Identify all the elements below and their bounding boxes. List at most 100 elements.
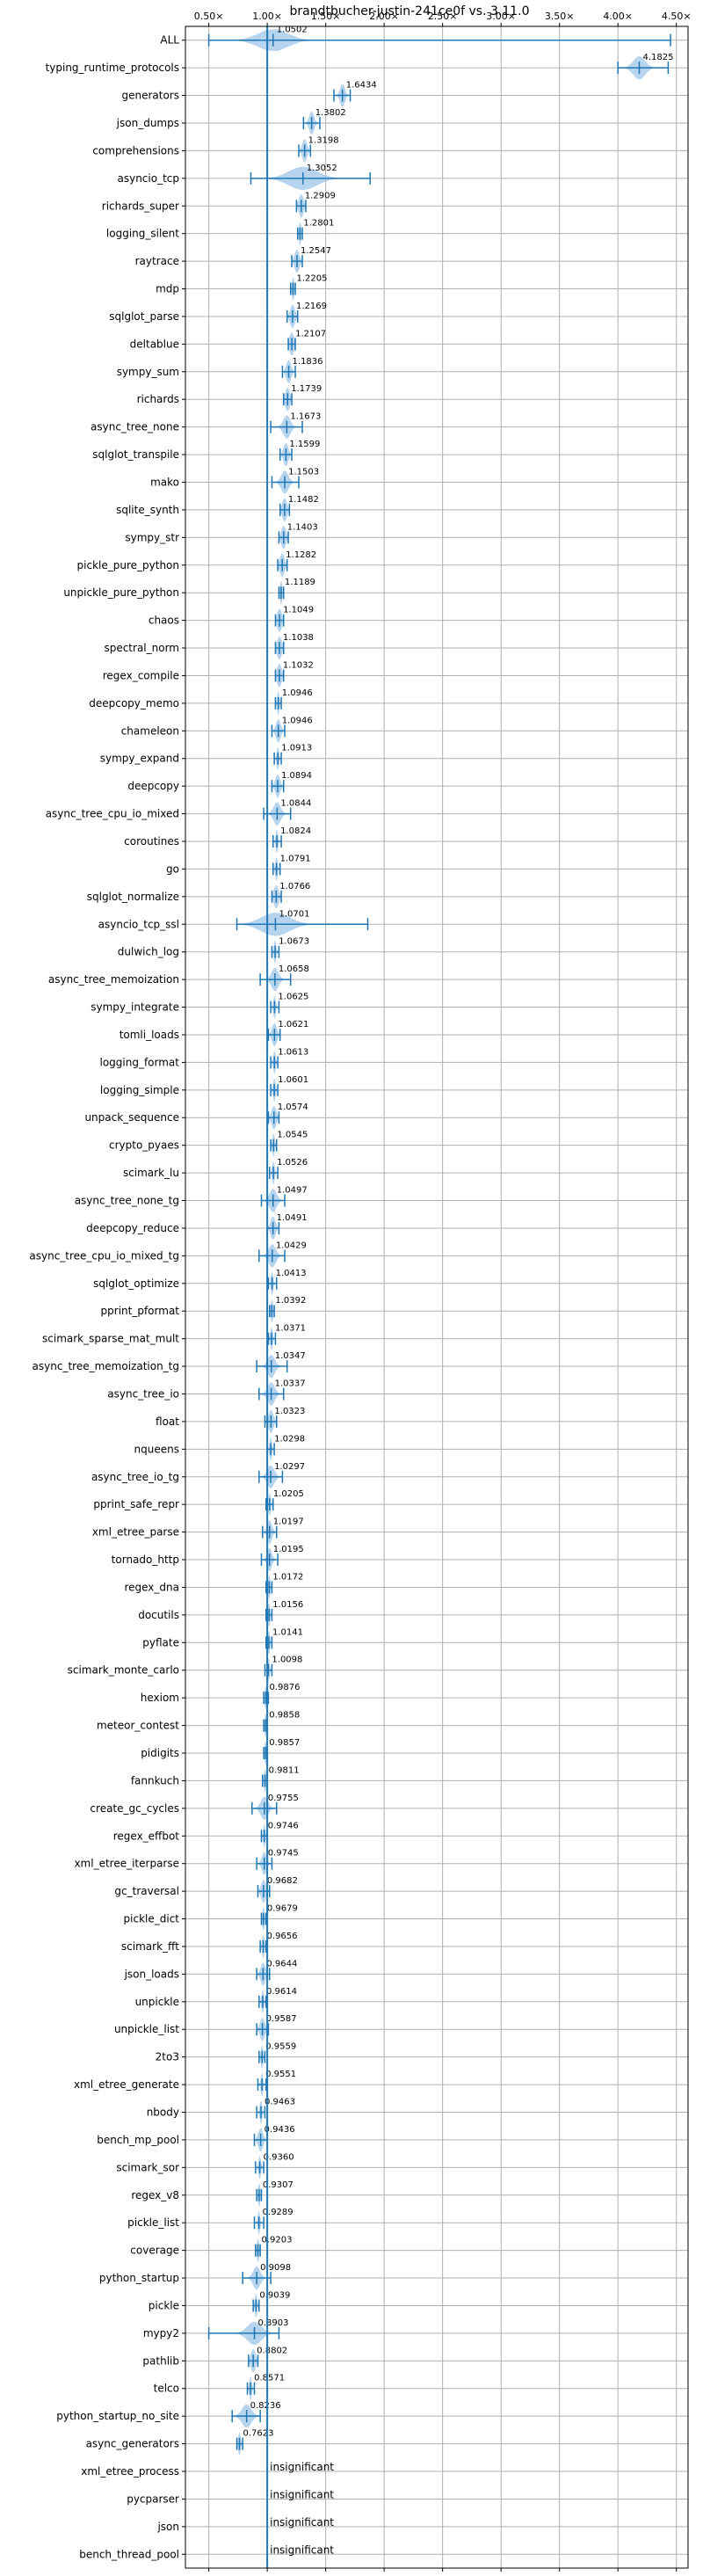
violin-group: 0.8802 — [248, 2346, 287, 2373]
violin-group: 1.0701 — [236, 909, 369, 936]
value-label: 0.9656 — [267, 1932, 298, 1941]
benchmark-label: python_startup — [99, 2272, 179, 2284]
violin-group: 1.1282 — [277, 550, 316, 577]
benchmark-label: mako — [150, 476, 179, 488]
value-label: 1.0894 — [281, 771, 312, 781]
benchmark-label: json_dumps — [116, 117, 179, 129]
benchmark-label: async_tree_memoization — [48, 973, 179, 986]
x-tick-label-top: 3.50× — [545, 11, 575, 22]
violin-group: 1.0371 — [267, 1324, 306, 1350]
value-label: 1.0323 — [274, 1407, 305, 1416]
violin-group: 1.3802 — [302, 108, 346, 135]
benchmark-label: xml_etree_iterparse — [74, 1858, 179, 1870]
violin-group: 1.0413 — [267, 1269, 307, 1295]
violin-group: 1.1038 — [274, 633, 314, 660]
value-label: 1.2107 — [295, 329, 326, 338]
value-label: 1.0491 — [277, 1213, 308, 1223]
violin-group: 1.0824 — [272, 826, 311, 854]
benchmark-label: gc_traversal — [114, 1885, 179, 1897]
violin-group: 1.2801 — [296, 219, 334, 245]
benchmark-label: pyflate — [142, 1636, 179, 1648]
benchmark-label: coroutines — [124, 835, 179, 848]
value-label: 1.0141 — [272, 1627, 303, 1637]
value-label: 0.8802 — [257, 2346, 287, 2355]
value-label: 0.8571 — [254, 2374, 285, 2383]
value-label: 1.0156 — [272, 1600, 303, 1610]
value-label: 1.3198 — [308, 135, 339, 145]
value-label: 1.0545 — [277, 1131, 308, 1140]
value-label: 1.1403 — [287, 522, 318, 532]
violin-group: 0.9745 — [256, 1849, 299, 1875]
value-label: 1.0392 — [275, 1296, 306, 1306]
benchmark-label: regex_effbot — [113, 1830, 180, 1842]
value-label: 1.3052 — [307, 164, 337, 173]
value-label: 1.0371 — [275, 1324, 306, 1334]
value-label: 0.9463 — [265, 2098, 295, 2107]
violin-group: 0.9463 — [256, 2098, 295, 2124]
violin-group: 1.0791 — [272, 854, 311, 881]
grid — [182, 26, 688, 2568]
value-label: 0.9587 — [266, 2014, 297, 2024]
value-label: 1.0621 — [278, 1020, 308, 1030]
x-tick-label-bottom: 4.00× — [603, 2574, 633, 2576]
violin-group: 0.9614 — [258, 1987, 297, 2013]
violin-group: 1.0574 — [267, 1102, 308, 1130]
value-label: 0.8236 — [250, 2401, 281, 2411]
insignificant-label: insignificant — [270, 2516, 334, 2529]
violin-group: 1.0429 — [258, 1241, 307, 1268]
violin-group: 0.9559 — [258, 2042, 296, 2069]
x-tick-label-bottom: 2.00× — [369, 2574, 399, 2576]
violin-group: 1.0625 — [270, 993, 308, 1019]
violin-group: 1.0946 — [274, 688, 313, 716]
benchmark-label: deepcopy_memo — [89, 697, 179, 709]
violin-group: 4.1825 — [617, 53, 673, 80]
benchmark-label: async_tree_cpu_io_mixed — [46, 808, 179, 820]
benchmark-label: asyncio_tcp — [117, 172, 179, 185]
x-tick-label-bottom: 3.50× — [545, 2574, 575, 2576]
benchmark-label: deepcopy — [127, 780, 179, 792]
value-label: 1.0844 — [280, 799, 311, 809]
value-label: 1.1599 — [289, 440, 320, 449]
violin-group: 1.2205 — [289, 274, 327, 301]
plot-frame — [185, 25, 689, 2569]
violin-group: 1.0502 — [207, 25, 671, 52]
violin-group: 1.0621 — [267, 1020, 308, 1047]
value-label: 1.0824 — [280, 826, 311, 836]
value-label: 0.9039 — [259, 2290, 290, 2300]
benchmark-label: tomli_loads — [120, 1029, 179, 1041]
benchmark-label: ALL — [160, 34, 179, 47]
benchmark-label: go — [166, 862, 179, 875]
benchmark-label: logging_simple — [100, 1084, 179, 1096]
benchmark-label: mypy2 — [143, 2327, 179, 2340]
benchmark-label: tornado_http — [112, 1554, 179, 1566]
violin-group: 1.1503 — [271, 467, 319, 494]
benchmark-label: scimark_fft — [121, 1940, 179, 1953]
violin-group: 0.9876 — [263, 1683, 300, 1710]
violin-group: 1.2169 — [286, 302, 327, 329]
value-label: 1.2801 — [303, 219, 334, 229]
value-label: 1.0658 — [279, 964, 309, 974]
x-tick-label-bottom: 1.50× — [311, 2574, 341, 2576]
benchmark-label: hexiom — [141, 1692, 179, 1704]
benchmark-label: xml_etree_parse — [92, 1526, 179, 1539]
violin-group: 1.1836 — [281, 357, 323, 383]
benchmark-label: json — [156, 2521, 179, 2533]
violin-group: 1.0526 — [269, 1158, 308, 1185]
value-label: 1.3802 — [315, 108, 346, 118]
value-label: 1.1189 — [285, 578, 315, 587]
benchmark-label: sqlite_synth — [116, 504, 179, 516]
x-tick-label-top: 4.50× — [662, 11, 692, 22]
violin-group: 0.9098 — [242, 2263, 291, 2290]
value-label: 0.9203 — [262, 2236, 293, 2245]
value-label: 0.9858 — [269, 1711, 300, 1721]
value-label: 1.2205 — [296, 274, 327, 284]
value-label: 1.0526 — [277, 1158, 308, 1168]
benchmark-label: nbody — [147, 2107, 179, 2119]
benchmark-label: asyncio_tcp_ssl — [98, 918, 179, 930]
violin-group: 1.0601 — [270, 1075, 308, 1102]
value-label: 0.9551 — [265, 2070, 296, 2079]
benchmark-label: pprint_safe_repr — [93, 1498, 179, 1510]
violin-group: 0.9679 — [260, 1904, 298, 1931]
value-label: 1.0625 — [278, 993, 308, 1002]
violin-group: 1.0156 — [265, 1600, 303, 1626]
